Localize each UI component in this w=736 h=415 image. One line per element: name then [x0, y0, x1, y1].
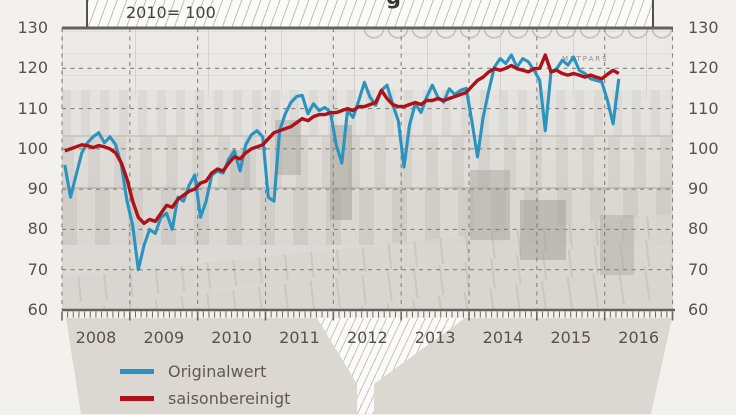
y-axis-label: 90 — [27, 179, 48, 199]
photo-dark-container — [330, 125, 352, 220]
y-axis-label: 110 — [17, 98, 48, 118]
x-axis-label: 2014 — [482, 328, 524, 347]
x-axis-label: 2009 — [143, 328, 185, 347]
y-axis-label: 70 — [688, 259, 709, 279]
saisonbereinigt-label: saisonbereinigt — [168, 388, 291, 408]
photo-container-row — [62, 90, 673, 135]
x-axis-label: 2011 — [279, 328, 320, 347]
y-axis-label: 110 — [688, 98, 719, 118]
photo-dark-container — [230, 150, 250, 190]
background-photo-container-terminal: METPARS — [62, 28, 673, 310]
y-axis-label: 100 — [17, 138, 48, 158]
legend-item-originalwert: Originalwert — [120, 361, 290, 381]
title-hatch-band: 2010= 100 g — [86, 0, 654, 27]
y-axis-label: 120 — [17, 58, 48, 78]
y-axis-label: 70 — [27, 259, 48, 279]
photo-dark-container — [600, 215, 634, 275]
x-axis-label: 2012 — [346, 328, 388, 347]
originalwert-swatch — [120, 368, 154, 374]
photo-dark-container — [275, 120, 301, 175]
legend-item-saisonbereinigt: saisonbereinigt — [120, 388, 290, 408]
originalwert-label: Originalwert — [168, 361, 267, 381]
y-axis-label: 90 — [688, 179, 709, 199]
saisonbereinigt-swatch — [120, 395, 154, 401]
photo-dark-container — [520, 200, 566, 260]
photo-container-row — [62, 135, 673, 189]
x-axis-label: 2010 — [211, 328, 253, 347]
y-axis-label: 80 — [688, 219, 709, 239]
photo-cable-garland — [362, 28, 673, 44]
photo-dark-container — [470, 170, 510, 240]
y-axis-label: 60 — [688, 300, 709, 319]
x-axis-label: 2015 — [550, 328, 592, 347]
footer-decoration — [0, 318, 736, 414]
y-axis-label: 100 — [688, 138, 719, 158]
y-axis-label: 80 — [27, 219, 48, 239]
cropped-title-fragment: g — [386, 0, 401, 9]
y-axis-label: 130 — [17, 18, 48, 37]
y-axis-label: 60 — [27, 300, 48, 319]
y-axis-label: 130 — [688, 18, 719, 37]
index-base-note: 2010= 100 — [126, 3, 216, 22]
legend: Originalwert saisonbereinigt — [120, 361, 290, 415]
y-axis-label: 120 — [688, 58, 719, 78]
x-axis-label: 2008 — [75, 328, 117, 347]
x-axis-label: 2016 — [618, 328, 660, 347]
x-axis-label: 2013 — [414, 328, 456, 347]
photo-crane-label: METPARS — [562, 55, 609, 63]
